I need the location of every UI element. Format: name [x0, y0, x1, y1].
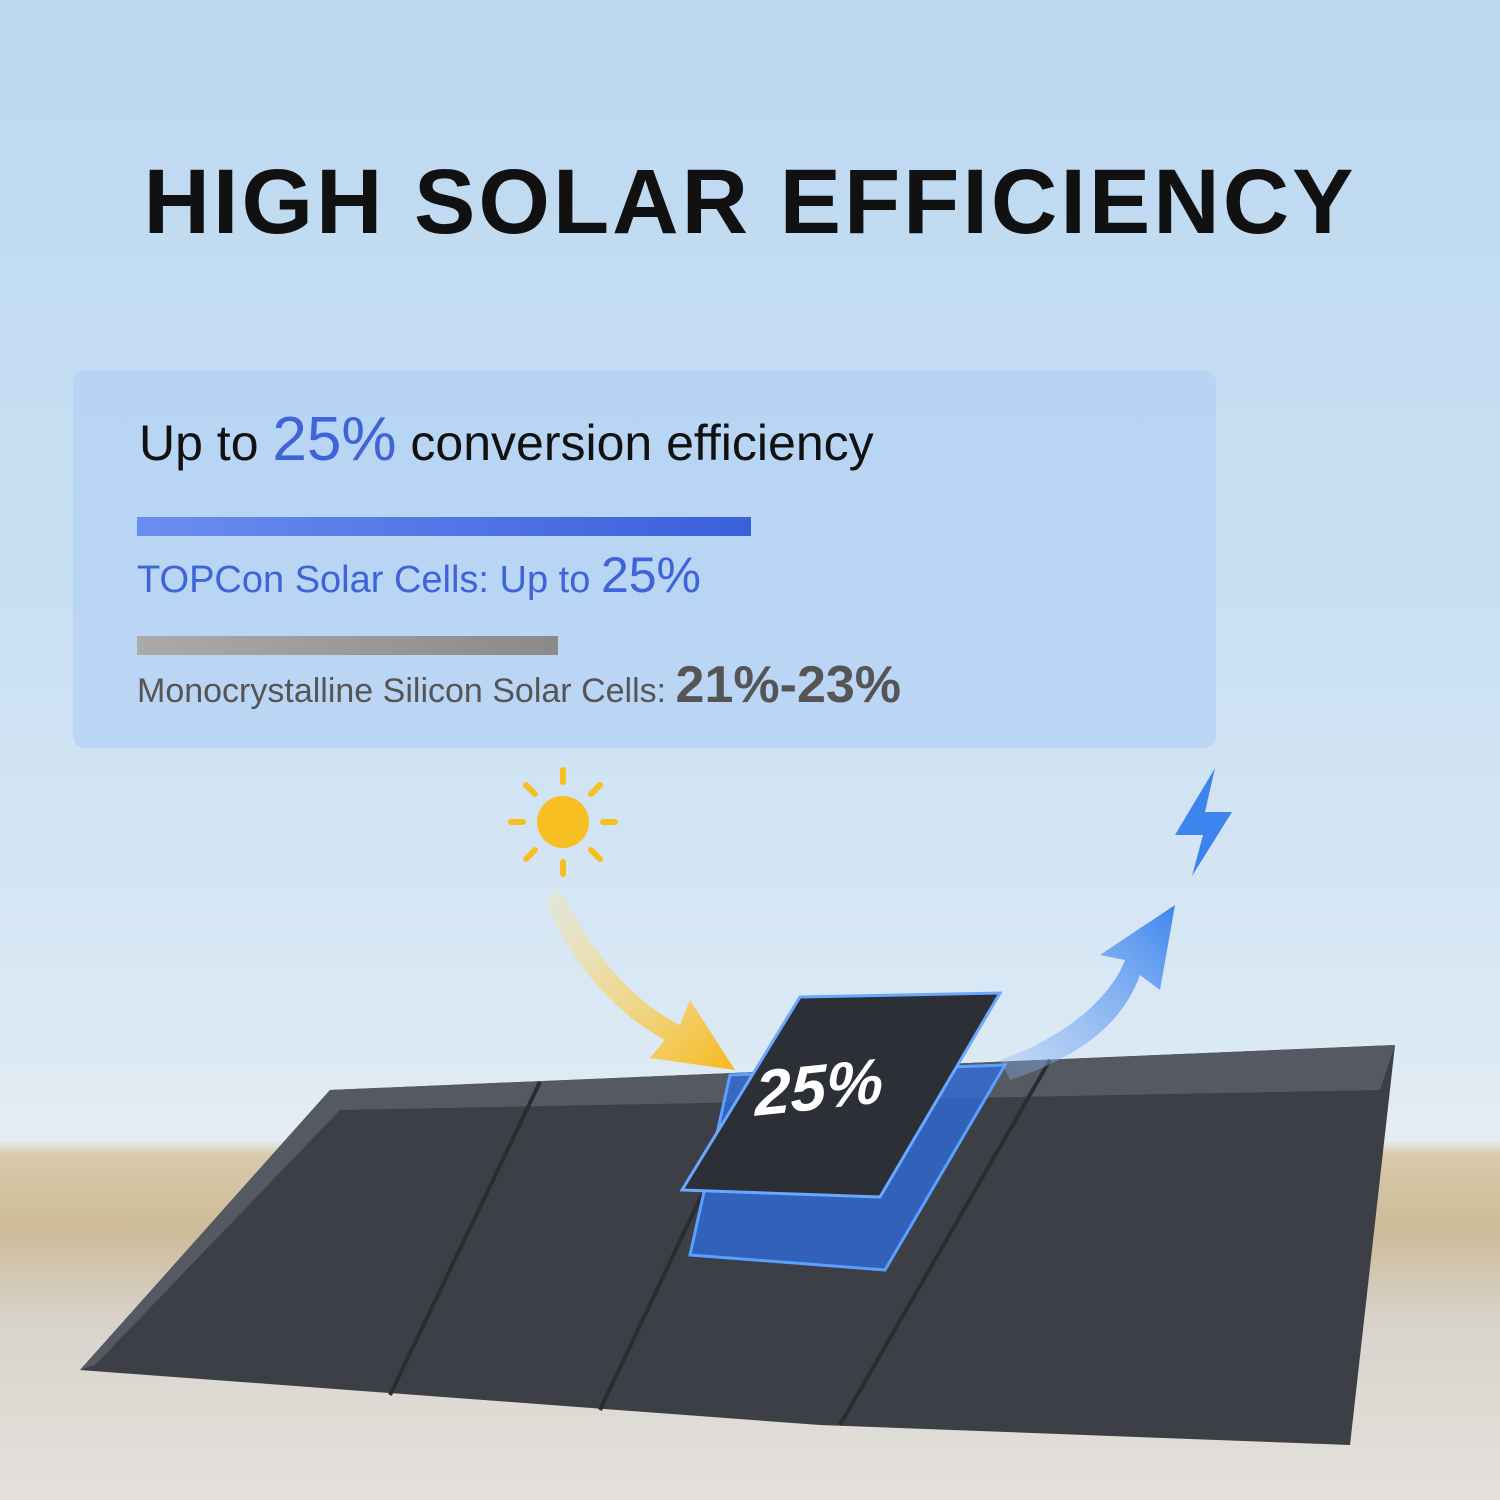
mono-label-text: Monocrystalline Silicon Solar Cells:: [137, 672, 667, 710]
subtitle-prefix: Up to: [139, 415, 259, 471]
arrow-out-icon: [1000, 905, 1175, 1080]
topcon-label: TOPCon Solar Cells: Up to 25%: [137, 546, 701, 604]
topcon-value: 25%: [600, 547, 702, 603]
topcon-bar: [137, 517, 751, 536]
highlight-cell: [679, 991, 1003, 1199]
lightning-icon: [1175, 768, 1232, 876]
panel-efficiency-label: 25%: [755, 1044, 884, 1130]
mono-label: Monocrystalline Silicon Solar Cells: 21%…: [137, 655, 901, 715]
mono-value: 21%-23%: [675, 656, 902, 714]
efficiency-card: Up to 25% conversion efficiency TOPCon S…: [73, 370, 1216, 748]
sun-icon: [508, 767, 618, 877]
subtitle: Up to 25% conversion efficiency: [139, 404, 874, 475]
topcon-label-text: TOPCon Solar Cells: Up to: [137, 559, 591, 601]
subtitle-suffix: conversion efficiency: [410, 415, 874, 471]
arrow-in-icon: [545, 890, 735, 1070]
subtitle-value: 25%: [272, 405, 397, 474]
mono-bar: [137, 636, 558, 655]
headline: HIGH SOLAR EFFICIENCY: [143, 151, 1357, 253]
